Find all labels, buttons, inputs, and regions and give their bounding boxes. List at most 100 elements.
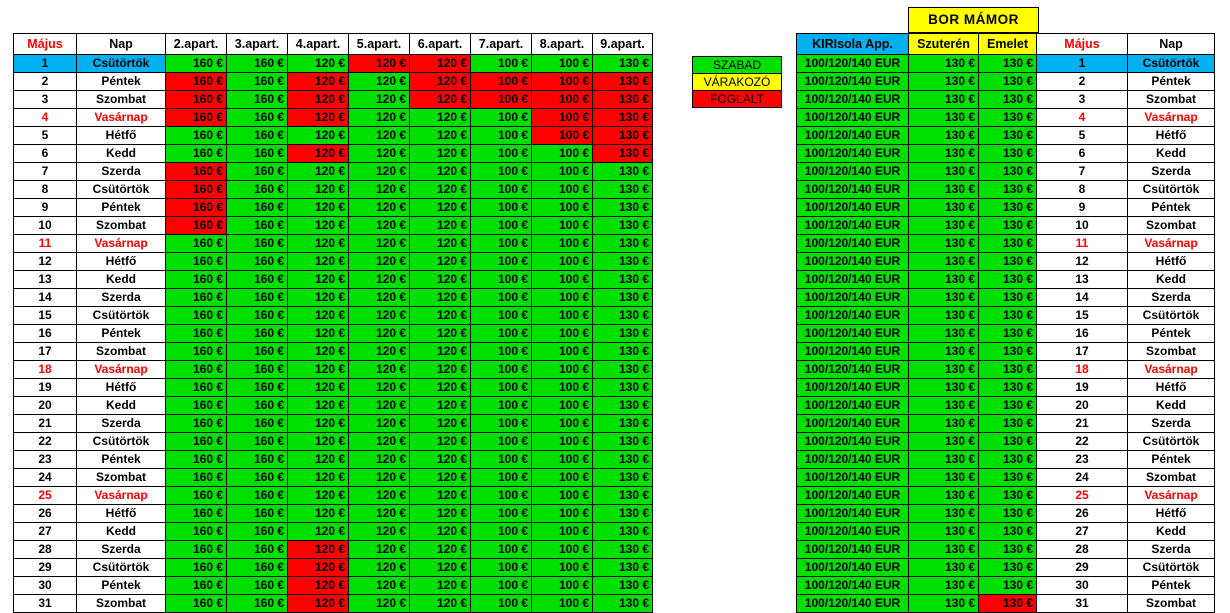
apartment-price-cell[interactable]: 120 € — [287, 270, 349, 289]
apartment-price-cell[interactable]: 100 € — [470, 162, 532, 181]
kirisola-price-cell[interactable]: 100/120/140 EUR — [796, 450, 909, 469]
apartment-price-cell[interactable]: 120 € — [348, 378, 410, 397]
szuteren-price-cell[interactable]: 130 € — [908, 126, 979, 145]
apartment-price-cell[interactable]: 160 € — [226, 432, 288, 451]
kirisola-price-cell[interactable]: 100/120/140 EUR — [796, 324, 909, 343]
apartment-price-cell[interactable]: 160 € — [165, 522, 227, 541]
apartment-price-cell[interactable]: 120 € — [287, 108, 349, 127]
apartment-price-cell[interactable]: 160 € — [226, 486, 288, 505]
kirisola-price-cell[interactable]: 100/120/140 EUR — [796, 72, 909, 91]
kirisola-price-cell[interactable]: 100/120/140 EUR — [796, 180, 909, 199]
apartment-price-cell[interactable]: 120 € — [287, 54, 349, 73]
apartment-price-cell[interactable]: 100 € — [531, 108, 593, 127]
apartment-price-cell[interactable]: 130 € — [592, 522, 653, 541]
apartment-price-cell[interactable]: 120 € — [287, 252, 349, 271]
apartment-price-cell[interactable]: 120 € — [409, 576, 471, 595]
apartment-price-cell[interactable]: 100 € — [470, 216, 532, 235]
apartment-price-cell[interactable]: 120 € — [409, 306, 471, 325]
apartment-price-cell[interactable]: 100 € — [531, 252, 593, 271]
apartment-price-cell[interactable]: 120 € — [409, 432, 471, 451]
apartment-price-cell[interactable]: 120 € — [348, 234, 410, 253]
apartment-price-cell[interactable]: 120 € — [348, 252, 410, 271]
apartment-price-cell[interactable]: 100 € — [470, 594, 532, 613]
apartment-price-cell[interactable]: 120 € — [287, 486, 349, 505]
apartment-price-cell[interactable]: 160 € — [165, 576, 227, 595]
apartment-price-cell[interactable]: 160 € — [165, 54, 227, 73]
apartment-price-cell[interactable]: 120 € — [409, 360, 471, 379]
emelet-price-cell[interactable]: 130 € — [978, 162, 1037, 181]
apartment-price-cell[interactable]: 120 € — [287, 306, 349, 325]
apartment-price-cell[interactable]: 120 € — [348, 414, 410, 433]
apartment-price-cell[interactable]: 120 € — [409, 594, 471, 613]
szuteren-price-cell[interactable]: 130 € — [908, 198, 979, 217]
szuteren-price-cell[interactable]: 130 € — [908, 252, 979, 271]
apartment-price-cell[interactable]: 160 € — [165, 270, 227, 289]
apartment-price-cell[interactable]: 130 € — [592, 504, 653, 523]
apartment-price-cell[interactable]: 120 € — [348, 468, 410, 487]
apartment-price-cell[interactable]: 100 € — [470, 468, 532, 487]
kirisola-price-cell[interactable]: 100/120/140 EUR — [796, 108, 909, 127]
emelet-price-cell[interactable]: 130 € — [978, 252, 1037, 271]
apartment-price-cell[interactable]: 160 € — [226, 306, 288, 325]
apartment-price-cell[interactable]: 160 € — [165, 180, 227, 199]
apartment-price-cell[interactable]: 130 € — [592, 360, 653, 379]
apartment-price-cell[interactable]: 120 € — [409, 270, 471, 289]
apartment-price-cell[interactable]: 100 € — [470, 576, 532, 595]
apartment-price-cell[interactable]: 160 € — [165, 486, 227, 505]
apartment-price-cell[interactable]: 120 € — [348, 126, 410, 145]
apartment-price-cell[interactable]: 100 € — [531, 540, 593, 559]
apartment-price-cell[interactable]: 130 € — [592, 450, 653, 469]
apartment-price-cell[interactable]: 120 € — [409, 216, 471, 235]
apartment-price-cell[interactable]: 160 € — [226, 576, 288, 595]
apartment-price-cell[interactable]: 130 € — [592, 54, 653, 73]
szuteren-price-cell[interactable]: 130 € — [908, 378, 979, 397]
szuteren-price-cell[interactable]: 130 € — [908, 216, 979, 235]
apartment-price-cell[interactable]: 120 € — [409, 540, 471, 559]
apartment-price-cell[interactable]: 120 € — [287, 432, 349, 451]
apartment-price-cell[interactable]: 120 € — [409, 468, 471, 487]
apartment-price-cell[interactable]: 120 € — [409, 558, 471, 577]
emelet-price-cell[interactable]: 130 € — [978, 486, 1037, 505]
apartment-price-cell[interactable]: 160 € — [165, 144, 227, 163]
apartment-price-cell[interactable]: 160 € — [165, 72, 227, 91]
emelet-price-cell[interactable]: 130 € — [978, 180, 1037, 199]
apartment-price-cell[interactable]: 160 € — [226, 198, 288, 217]
kirisola-price-cell[interactable]: 100/120/140 EUR — [796, 432, 909, 451]
apartment-price-cell[interactable]: 160 € — [226, 126, 288, 145]
szuteren-price-cell[interactable]: 130 € — [908, 306, 979, 325]
apartment-price-cell[interactable]: 100 € — [470, 108, 532, 127]
apartment-price-cell[interactable]: 160 € — [226, 378, 288, 397]
szuteren-price-cell[interactable]: 130 € — [908, 540, 979, 559]
apartment-price-cell[interactable]: 100 € — [470, 432, 532, 451]
apartment-price-cell[interactable]: 120 € — [348, 198, 410, 217]
emelet-price-cell[interactable]: 130 € — [978, 414, 1037, 433]
apartment-price-cell[interactable]: 130 € — [592, 540, 653, 559]
apartment-price-cell[interactable]: 130 € — [592, 180, 653, 199]
szuteren-price-cell[interactable]: 130 € — [908, 342, 979, 361]
szuteren-price-cell[interactable]: 130 € — [908, 162, 979, 181]
apartment-price-cell[interactable]: 130 € — [592, 216, 653, 235]
emelet-price-cell[interactable]: 130 € — [978, 432, 1037, 451]
emelet-price-cell[interactable]: 130 € — [978, 90, 1037, 109]
apartment-price-cell[interactable]: 160 € — [226, 90, 288, 109]
kirisola-price-cell[interactable]: 100/120/140 EUR — [796, 486, 909, 505]
emelet-price-cell[interactable]: 130 € — [978, 108, 1037, 127]
apartment-price-cell[interactable]: 120 € — [287, 216, 349, 235]
kirisola-price-cell[interactable]: 100/120/140 EUR — [796, 396, 909, 415]
apartment-price-cell[interactable]: 100 € — [531, 234, 593, 253]
apartment-price-cell[interactable]: 100 € — [470, 270, 532, 289]
apartment-price-cell[interactable]: 160 € — [165, 396, 227, 415]
emelet-price-cell[interactable]: 130 € — [978, 522, 1037, 541]
apartment-price-cell[interactable]: 100 € — [470, 252, 532, 271]
apartment-price-cell[interactable]: 130 € — [592, 234, 653, 253]
kirisola-price-cell[interactable]: 100/120/140 EUR — [796, 360, 909, 379]
apartment-price-cell[interactable]: 100 € — [531, 432, 593, 451]
apartment-price-cell[interactable]: 160 € — [165, 306, 227, 325]
apartment-price-cell[interactable]: 100 € — [531, 486, 593, 505]
apartment-price-cell[interactable]: 100 € — [531, 126, 593, 145]
szuteren-price-cell[interactable]: 130 € — [908, 594, 979, 613]
emelet-price-cell[interactable]: 130 € — [978, 72, 1037, 91]
apartment-price-cell[interactable]: 120 € — [409, 108, 471, 127]
apartment-price-cell[interactable]: 120 € — [409, 378, 471, 397]
apartment-price-cell[interactable]: 120 € — [348, 576, 410, 595]
